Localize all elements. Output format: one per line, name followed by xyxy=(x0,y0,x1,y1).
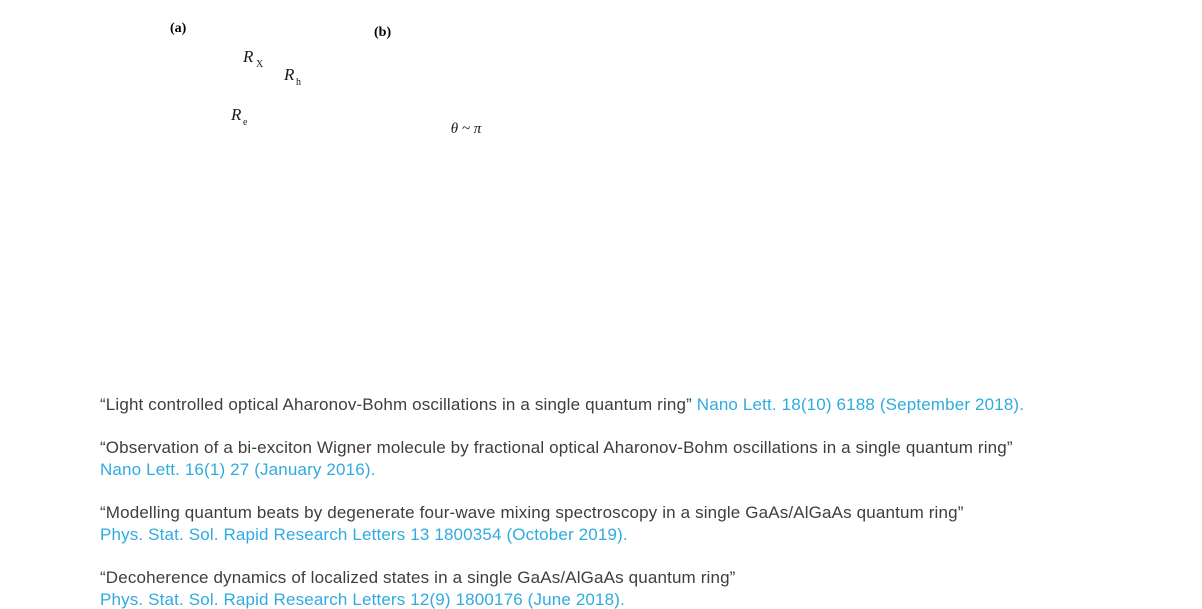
citation-title: “Observation of a bi-exciton Wigner mole… xyxy=(100,438,1013,457)
rh-label: R xyxy=(283,65,295,84)
re-sub: e xyxy=(243,117,248,128)
theta-label: θ ~ π xyxy=(451,121,482,137)
panel-a-label: (a) xyxy=(170,21,187,36)
citation-ref-link[interactable]: Nano Lett. 16(1) 27 (January 2016). xyxy=(100,460,376,479)
rx-sub: X xyxy=(256,59,264,70)
citation-title: “Light controlled optical Aharonov-Bohm … xyxy=(100,395,692,414)
figure-fwm xyxy=(950,28,1202,350)
citation-ref-link[interactable]: Phys. Stat. Sol. Rapid Research Letters … xyxy=(100,525,628,544)
ring-diagram-b: θ ~ π xyxy=(451,121,482,137)
citation-3: “Modelling quantum beats by degenerate f… xyxy=(100,502,1202,546)
citation-4: “Decoherence dynamics of localized state… xyxy=(100,567,1202,609)
citation-1: “Light controlled optical Aharonov-Bohm … xyxy=(100,394,1202,416)
panel-b-label: (b) xyxy=(374,25,391,40)
publication-list: “Light controlled optical Aharonov-Bohm … xyxy=(100,394,1202,609)
schrodinger-cat-logo xyxy=(8,6,120,118)
re-label: R xyxy=(230,105,242,124)
citation-ref-link[interactable]: Phys. Stat. Sol. Rapid Research Letters … xyxy=(100,590,625,609)
figure-ab-oscillations: (a) (b) R X R h R e θ ~ π xyxy=(170,21,482,137)
rh-sub: h xyxy=(296,77,301,88)
citation-title: “Decoherence dynamics of localized state… xyxy=(100,568,736,587)
rx-label: R xyxy=(242,47,254,66)
ring-diagram-a: R X R h R e xyxy=(230,47,301,128)
citation-2: “Observation of a bi-exciton Wigner mole… xyxy=(100,437,1202,481)
citation-title: “Modelling quantum beats by degenerate f… xyxy=(100,503,964,522)
figure-intensity-time xyxy=(600,25,945,333)
citation-ref-link[interactable]: Nano Lett. 18(10) 6188 (September 2018). xyxy=(696,395,1025,414)
